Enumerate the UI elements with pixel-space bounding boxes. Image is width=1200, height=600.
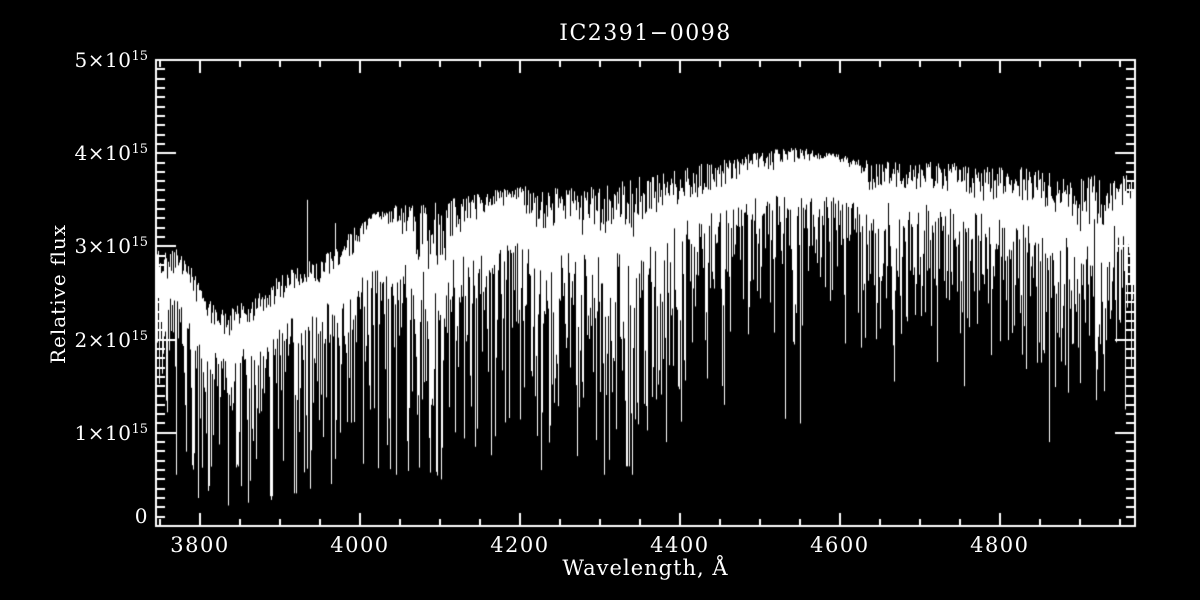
- y-tick-mantissa: 3×10: [74, 234, 132, 259]
- y-tick-mantissa: 5×10: [74, 48, 132, 72]
- y-tick-label: 5×1015: [75, 48, 148, 72]
- plot-title: IC2391−0098: [559, 21, 732, 46]
- y-tick-mantissa: 0: [134, 504, 148, 528]
- x-tick-label: 4000: [330, 533, 390, 557]
- y-tick-exponent: 15: [131, 235, 148, 251]
- y-tick-label: 4×1015: [75, 141, 148, 165]
- y-tick-exponent: 15: [131, 49, 148, 64]
- y-tick-mantissa: 1×10: [74, 420, 132, 445]
- y-tick-mantissa: 2×10: [74, 327, 132, 352]
- x-tick-label: 4400: [650, 533, 710, 557]
- y-axis-label: Relative flux: [46, 223, 70, 365]
- y-tick-label: 0: [135, 504, 148, 528]
- y-tick-label: 2×1015: [75, 328, 148, 352]
- x-tick-label: 3800: [170, 533, 230, 557]
- y-tick-exponent: 15: [131, 421, 148, 437]
- x-tick-label: 4600: [810, 533, 870, 557]
- x-axis-label: Wavelength, Å: [562, 556, 729, 580]
- y-tick-exponent: 15: [131, 328, 148, 344]
- x-tick-label: 4200: [490, 533, 550, 557]
- y-tick-label: 3×1015: [75, 234, 148, 258]
- y-tick-mantissa: 4×10: [74, 141, 132, 166]
- x-tick-label: 4800: [970, 533, 1030, 557]
- y-tick-label: 1×1015: [75, 421, 148, 445]
- y-tick-exponent: 15: [131, 142, 148, 158]
